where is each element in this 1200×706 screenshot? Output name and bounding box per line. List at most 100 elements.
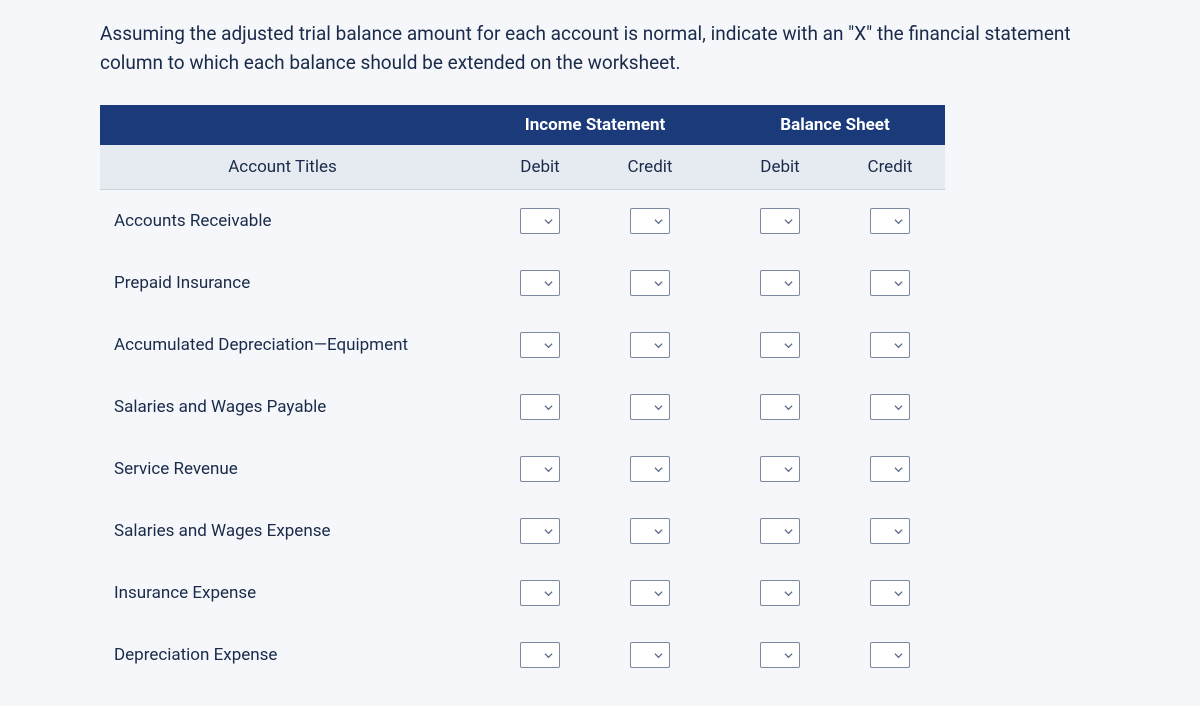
is-credit-select[interactable] [630, 270, 670, 296]
is-debit-select[interactable] [520, 332, 560, 358]
bs-credit-select[interactable] [870, 208, 910, 234]
spacer [465, 190, 485, 253]
bs-credit-select[interactable] [870, 270, 910, 296]
spacer [705, 562, 725, 624]
spacer [465, 376, 485, 438]
chevron-down-icon [654, 279, 663, 288]
bs-credit-select[interactable] [870, 518, 910, 544]
bs-debit-select[interactable] [760, 580, 800, 606]
is-credit-select[interactable] [630, 642, 670, 668]
bs-debit-cell [725, 190, 835, 253]
is-debit-select[interactable] [520, 208, 560, 234]
spacer [705, 252, 725, 314]
spacer [705, 105, 725, 145]
chevron-down-icon [544, 217, 553, 226]
table-row: Prepaid Insurance [100, 252, 945, 314]
bs-credit-select[interactable] [870, 394, 910, 420]
chevron-down-icon [544, 465, 553, 474]
bs-debit-select[interactable] [760, 518, 800, 544]
bs-credit-cell [835, 438, 945, 500]
balance-sheet-header: Balance Sheet [725, 105, 945, 145]
chevron-down-icon [784, 527, 793, 536]
is-debit-select[interactable] [520, 456, 560, 482]
bs-credit-cell [835, 376, 945, 438]
account-title: Salaries and Wages Expense [100, 500, 465, 562]
chevron-down-icon [654, 341, 663, 350]
bs-credit-select[interactable] [870, 332, 910, 358]
is-debit-select[interactable] [520, 580, 560, 606]
is-debit-select[interactable] [520, 518, 560, 544]
is-debit-header: Debit [485, 145, 595, 190]
chevron-down-icon [894, 279, 903, 288]
spacer [705, 500, 725, 562]
is-credit-select[interactable] [630, 394, 670, 420]
bs-debit-select[interactable] [760, 394, 800, 420]
bs-credit-select[interactable] [870, 456, 910, 482]
spacer [465, 438, 485, 500]
bs-debit-select[interactable] [760, 642, 800, 668]
chevron-down-icon [544, 341, 553, 350]
is-credit-cell [595, 314, 705, 376]
chevron-down-icon [784, 465, 793, 474]
chevron-down-icon [784, 279, 793, 288]
account-title: Accounts Receivable [100, 190, 465, 253]
bs-debit-select[interactable] [760, 270, 800, 296]
spacer [705, 438, 725, 500]
account-titles-header: Account Titles [100, 145, 465, 190]
is-credit-cell [595, 252, 705, 314]
chevron-down-icon [544, 589, 553, 598]
chevron-down-icon [544, 279, 553, 288]
bs-debit-select[interactable] [760, 332, 800, 358]
blank-header [100, 105, 465, 145]
chevron-down-icon [894, 403, 903, 412]
spacer [465, 105, 485, 145]
spacer [465, 624, 485, 686]
is-credit-select[interactable] [630, 580, 670, 606]
is-credit-cell [595, 562, 705, 624]
bs-credit-select[interactable] [870, 642, 910, 668]
is-debit-select[interactable] [520, 642, 560, 668]
is-debit-cell [485, 252, 595, 314]
bs-debit-cell [725, 376, 835, 438]
chevron-down-icon [654, 527, 663, 536]
chevron-down-icon [784, 589, 793, 598]
is-debit-cell [485, 314, 595, 376]
is-credit-cell [595, 438, 705, 500]
chevron-down-icon [894, 465, 903, 474]
chevron-down-icon [894, 341, 903, 350]
bs-debit-cell [725, 314, 835, 376]
bs-credit-cell [835, 624, 945, 686]
bs-credit-cell [835, 500, 945, 562]
bs-debit-cell [725, 252, 835, 314]
bs-credit-cell [835, 562, 945, 624]
is-debit-select[interactable] [520, 394, 560, 420]
account-title: Insurance Expense [100, 562, 465, 624]
is-credit-select[interactable] [630, 208, 670, 234]
bs-debit-select[interactable] [760, 456, 800, 482]
is-debit-cell [485, 500, 595, 562]
chevron-down-icon [654, 651, 663, 660]
chevron-down-icon [654, 589, 663, 598]
chevron-down-icon [894, 217, 903, 226]
spacer [705, 190, 725, 253]
spacer [465, 314, 485, 376]
instruction-text: Assuming the adjusted trial balance amou… [100, 20, 1100, 77]
is-debit-cell [485, 438, 595, 500]
spacer [705, 145, 725, 190]
is-debit-select[interactable] [520, 270, 560, 296]
table-row: Insurance Expense [100, 562, 945, 624]
spacer [465, 145, 485, 190]
chevron-down-icon [544, 527, 553, 536]
spacer [465, 252, 485, 314]
is-credit-select[interactable] [630, 456, 670, 482]
bs-credit-select[interactable] [870, 580, 910, 606]
spacer [465, 562, 485, 624]
is-debit-cell [485, 562, 595, 624]
is-credit-select[interactable] [630, 332, 670, 358]
account-title: Accumulated Depreciation—Equipment [100, 314, 465, 376]
is-credit-select[interactable] [630, 518, 670, 544]
sub-header-row: Account Titles Debit Credit Debit Credit [100, 145, 945, 190]
account-title: Depreciation Expense [100, 624, 465, 686]
bs-debit-select[interactable] [760, 208, 800, 234]
table-row: Accounts Receivable [100, 190, 945, 253]
